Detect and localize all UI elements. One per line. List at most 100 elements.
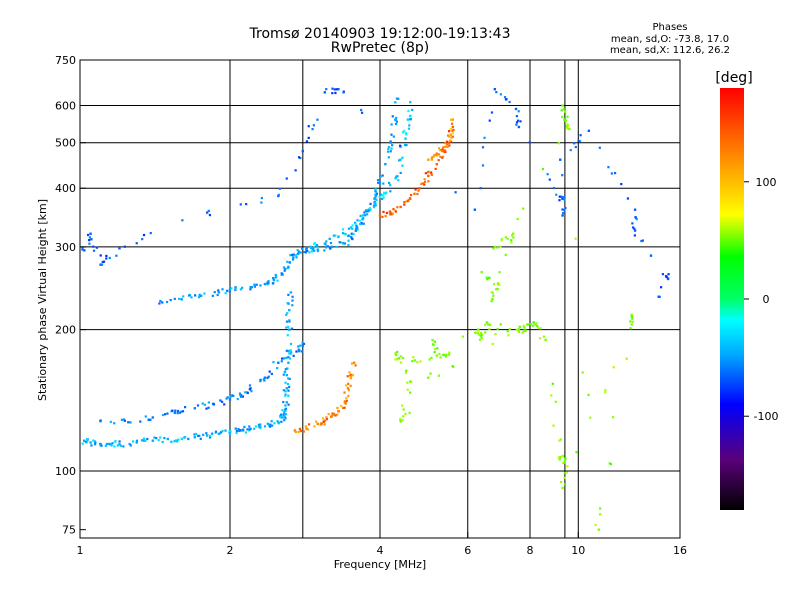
data-point bbox=[262, 378, 265, 381]
data-point bbox=[635, 218, 638, 221]
data-point bbox=[109, 420, 112, 424]
data-point bbox=[297, 156, 301, 159]
data-point bbox=[356, 228, 359, 231]
data-point bbox=[451, 129, 454, 132]
data-point bbox=[176, 409, 180, 413]
data-point bbox=[578, 140, 582, 143]
data-point bbox=[296, 249, 299, 252]
data-point bbox=[392, 135, 395, 138]
data-point bbox=[249, 286, 252, 289]
data-point bbox=[228, 432, 231, 436]
data-point bbox=[288, 308, 291, 312]
data-point bbox=[428, 358, 431, 361]
data-point bbox=[499, 323, 502, 326]
data-point bbox=[321, 417, 325, 420]
data-point bbox=[399, 171, 402, 175]
data-point bbox=[180, 298, 183, 301]
data-point bbox=[123, 419, 126, 422]
y-tick-label: 400 bbox=[55, 182, 76, 195]
data-point bbox=[557, 456, 560, 459]
series bbox=[81, 87, 670, 299]
data-point bbox=[263, 376, 267, 379]
data-point bbox=[323, 91, 327, 94]
data-point bbox=[196, 404, 200, 407]
data-point bbox=[516, 119, 520, 122]
data-point bbox=[288, 319, 291, 322]
data-point bbox=[399, 361, 403, 364]
data-point bbox=[402, 408, 405, 411]
data-point bbox=[452, 128, 455, 132]
data-point bbox=[447, 130, 451, 133]
data-point bbox=[561, 208, 564, 211]
data-point bbox=[287, 394, 290, 397]
data-point bbox=[405, 369, 408, 372]
data-point bbox=[259, 380, 262, 383]
data-point bbox=[507, 334, 510, 337]
data-point bbox=[649, 254, 653, 257]
data-point bbox=[365, 208, 368, 212]
data-point bbox=[399, 420, 402, 423]
data-point bbox=[281, 273, 284, 276]
data-point bbox=[180, 437, 183, 440]
data-point bbox=[394, 177, 397, 180]
data-point bbox=[499, 245, 502, 248]
data-point bbox=[89, 441, 92, 444]
data-point bbox=[398, 159, 401, 162]
data-point bbox=[579, 134, 582, 137]
data-point bbox=[298, 427, 301, 431]
data-point bbox=[330, 245, 333, 249]
data-point bbox=[417, 189, 420, 192]
data-point bbox=[484, 331, 487, 334]
colorbar bbox=[720, 88, 744, 510]
data-point bbox=[353, 221, 357, 224]
series bbox=[309, 100, 414, 251]
data-point bbox=[349, 376, 352, 380]
data-point bbox=[559, 480, 563, 484]
data-point bbox=[495, 288, 498, 291]
data-point bbox=[334, 414, 337, 417]
data-point bbox=[354, 229, 357, 233]
data-point bbox=[373, 197, 376, 200]
data-point bbox=[566, 123, 569, 126]
data-point bbox=[284, 381, 287, 384]
data-point bbox=[253, 283, 256, 286]
data-point bbox=[197, 434, 200, 437]
series bbox=[394, 104, 635, 531]
data-point bbox=[381, 194, 385, 197]
data-point bbox=[193, 407, 197, 410]
data-point bbox=[178, 297, 181, 300]
data-point bbox=[207, 401, 210, 404]
data-point bbox=[523, 329, 526, 332]
data-point bbox=[241, 286, 244, 289]
data-point bbox=[238, 429, 241, 433]
data-point bbox=[518, 325, 521, 328]
data-point bbox=[344, 402, 347, 405]
data-point bbox=[323, 423, 326, 426]
data-point bbox=[430, 173, 433, 176]
data-point bbox=[432, 343, 435, 347]
data-point bbox=[451, 365, 454, 368]
data-point bbox=[391, 212, 394, 215]
data-point bbox=[366, 210, 369, 213]
data-point bbox=[331, 87, 334, 90]
data-point bbox=[494, 333, 497, 336]
data-point bbox=[443, 145, 447, 149]
data-point bbox=[173, 297, 176, 300]
data-point bbox=[352, 361, 356, 364]
y-tick-label: 100 bbox=[55, 465, 76, 478]
data-point bbox=[493, 283, 496, 286]
data-point bbox=[113, 422, 116, 425]
data-point bbox=[163, 436, 166, 440]
data-point bbox=[288, 357, 292, 360]
data-point bbox=[312, 124, 315, 127]
data-point bbox=[90, 444, 93, 447]
data-point bbox=[474, 331, 477, 334]
data-point bbox=[510, 241, 513, 244]
data-point bbox=[488, 276, 491, 280]
data-point bbox=[286, 312, 289, 315]
data-point bbox=[198, 434, 201, 437]
data-point bbox=[303, 250, 306, 253]
data-point bbox=[230, 394, 234, 397]
phases-o-stats: mean, sd,O: -73.8, 17.0 bbox=[610, 34, 730, 45]
data-point bbox=[228, 430, 231, 433]
